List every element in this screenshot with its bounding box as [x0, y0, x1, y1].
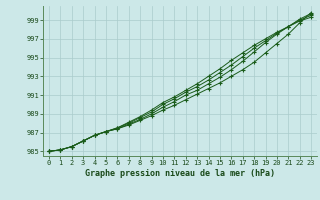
X-axis label: Graphe pression niveau de la mer (hPa): Graphe pression niveau de la mer (hPa): [85, 169, 275, 178]
